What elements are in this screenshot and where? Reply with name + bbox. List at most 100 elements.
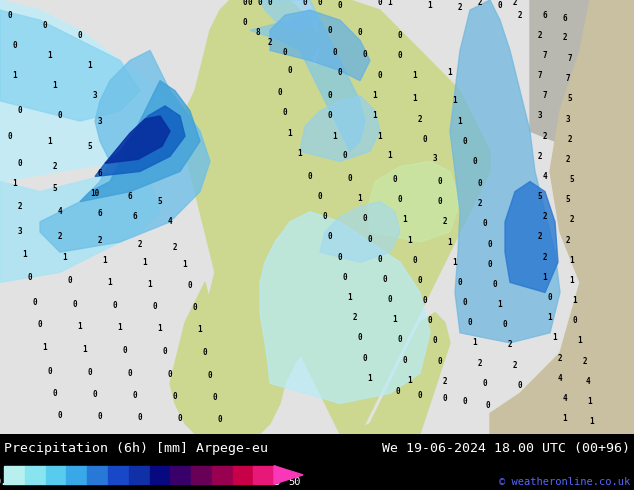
Text: 0: 0: [153, 302, 157, 311]
Text: 1: 1: [333, 132, 337, 141]
Text: 2: 2: [538, 232, 542, 242]
Text: 0: 0: [498, 0, 502, 9]
Text: 1: 1: [13, 179, 17, 188]
Text: 0: 0: [78, 31, 82, 40]
Text: 0: 0: [518, 381, 522, 390]
Bar: [87, 466, 108, 484]
Text: 5: 5: [87, 142, 93, 151]
Text: 0: 0: [172, 392, 178, 401]
Polygon shape: [275, 466, 295, 484]
Text: 1: 1: [543, 273, 547, 282]
Text: 2: 2: [518, 11, 522, 20]
Text: 0: 0: [217, 415, 223, 424]
Text: 1: 1: [103, 256, 107, 265]
Text: 2: 2: [543, 253, 547, 262]
Text: 0: 0: [493, 280, 497, 289]
Text: 0.1: 0.1: [0, 477, 13, 487]
Text: 0: 0: [288, 66, 292, 75]
Text: 4: 4: [586, 377, 590, 386]
Text: 0: 0: [418, 391, 422, 400]
Text: 2: 2: [418, 115, 422, 123]
Text: 4: 4: [558, 374, 562, 383]
Polygon shape: [180, 0, 380, 434]
Text: 20: 20: [146, 477, 158, 487]
Text: 0: 0: [8, 11, 12, 20]
Polygon shape: [0, 172, 160, 282]
Text: 6: 6: [98, 169, 102, 178]
Text: 2: 2: [53, 162, 57, 171]
Polygon shape: [0, 10, 140, 121]
Bar: [212, 466, 233, 484]
Text: 1: 1: [570, 276, 574, 285]
Text: 1: 1: [498, 300, 502, 309]
Text: 2: 2: [46, 477, 52, 487]
Text: 0: 0: [243, 0, 247, 6]
Text: 0: 0: [363, 50, 367, 59]
Text: 0: 0: [468, 318, 472, 327]
Bar: [108, 466, 129, 484]
Text: 1: 1: [473, 339, 477, 347]
Text: 1: 1: [48, 137, 53, 146]
Text: 6: 6: [98, 209, 102, 219]
Text: 0: 0: [413, 256, 417, 265]
Bar: [191, 466, 212, 484]
Text: 1: 1: [373, 91, 377, 100]
Text: 0: 0: [188, 281, 192, 290]
Text: 0: 0: [473, 157, 477, 166]
Text: 35: 35: [224, 477, 236, 487]
Text: 8: 8: [256, 28, 261, 37]
Text: 0: 0: [208, 370, 212, 380]
Text: 2: 2: [98, 236, 102, 245]
Polygon shape: [290, 0, 490, 434]
Text: 2: 2: [566, 236, 571, 245]
Text: 45: 45: [269, 477, 281, 487]
Text: 5: 5: [69, 477, 75, 487]
Text: 3: 3: [432, 154, 437, 163]
Text: 1: 1: [453, 258, 457, 267]
Text: 0: 0: [363, 214, 367, 223]
Text: 1: 1: [118, 323, 122, 332]
Text: 0: 0: [477, 179, 482, 188]
Text: 0: 0: [93, 390, 97, 399]
Text: 0: 0: [178, 414, 183, 423]
Text: 0: 0: [343, 273, 347, 282]
Text: 0: 0: [338, 68, 342, 77]
Text: 1: 1: [458, 117, 462, 125]
Text: 2: 2: [543, 212, 547, 221]
Text: 2: 2: [538, 152, 542, 161]
Bar: [129, 466, 150, 484]
Text: 0: 0: [328, 112, 332, 121]
Text: 4: 4: [563, 394, 567, 403]
Text: 1: 1: [53, 81, 57, 90]
Polygon shape: [320, 202, 400, 262]
Text: 1: 1: [358, 194, 362, 203]
Text: 0: 0: [138, 413, 142, 422]
Polygon shape: [170, 282, 265, 434]
Text: 1: 1: [378, 132, 382, 141]
Text: 0: 0: [463, 397, 467, 406]
Text: 0: 0: [18, 159, 22, 168]
Text: 0: 0: [463, 137, 467, 146]
Text: 1: 1: [23, 249, 27, 259]
Polygon shape: [350, 313, 450, 434]
Text: 0: 0: [458, 278, 462, 287]
Text: 4: 4: [58, 207, 62, 216]
Polygon shape: [105, 116, 170, 163]
Text: 0: 0: [328, 232, 332, 242]
Text: 1: 1: [413, 95, 417, 103]
Text: 0: 0: [18, 106, 22, 116]
Text: 1: 1: [13, 71, 17, 80]
Text: 10: 10: [93, 477, 105, 487]
Text: 1: 1: [48, 51, 53, 60]
Text: 1: 1: [428, 0, 432, 9]
Text: 0: 0: [318, 0, 322, 6]
Text: 3: 3: [93, 91, 97, 100]
Text: 0: 0: [437, 197, 443, 206]
Text: 7: 7: [566, 74, 571, 83]
Text: 1: 1: [413, 71, 417, 80]
Text: 1: 1: [63, 253, 67, 262]
Text: 1: 1: [570, 256, 574, 265]
Text: 1: 1: [588, 397, 592, 406]
Text: 0: 0: [463, 298, 467, 307]
Text: 5: 5: [53, 184, 57, 193]
